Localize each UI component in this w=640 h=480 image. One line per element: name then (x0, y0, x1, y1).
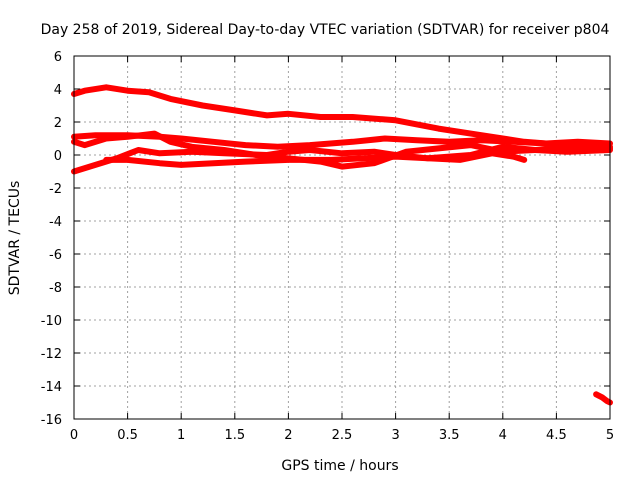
x-tick-label: 0 (70, 428, 78, 443)
y-tick-label: -4 (49, 215, 62, 230)
series-line-track-4 (71, 143, 613, 175)
x-tick-label: 4 (499, 428, 507, 443)
x-tick-label: 1.5 (224, 428, 245, 443)
y-axis-label: SDTVAR / TECUs (7, 181, 23, 296)
x-tick-label: 5 (606, 428, 614, 443)
x-tick-label: 1 (177, 428, 185, 443)
series-line-track-5 (103, 150, 528, 168)
y-tick-label: 6 (54, 50, 62, 65)
y-tick-label: 4 (54, 83, 62, 98)
y-tick-label: 0 (54, 149, 62, 164)
series-layer (71, 84, 613, 406)
x-tick-label: 4.5 (546, 428, 567, 443)
x-tick-label: 2 (284, 428, 292, 443)
series-line-track-6 (593, 391, 613, 406)
y-tick-label: -6 (49, 248, 62, 263)
y-tick-label: -2 (49, 182, 62, 197)
y-tick-label: -14 (41, 380, 62, 395)
x-tick-label: 3 (391, 428, 399, 443)
ticks: 0 0.5 1 1.5 2 2.5 3 3.5 4 4.5 5 6 4 2 0 -2 -4 -6 -8 -10 -12 -… (41, 50, 614, 443)
y-tick-label: -10 (41, 314, 62, 329)
x-tick-label: 2.5 (332, 428, 353, 443)
y-tick-label: -8 (49, 281, 62, 296)
y-tick-label: 2 (54, 116, 62, 131)
series-line-track-1 (71, 84, 613, 152)
grid (74, 56, 610, 419)
x-axis-label: GPS time / hours (281, 458, 398, 474)
chart-title: Day 258 of 2019, Sidereal Day-to-day VTE… (41, 22, 610, 38)
y-tick-label: -12 (41, 347, 62, 362)
x-tick-label: 3.5 (439, 428, 460, 443)
x-tick-label: 0.5 (117, 428, 138, 443)
y-tick-label: -16 (41, 413, 62, 428)
